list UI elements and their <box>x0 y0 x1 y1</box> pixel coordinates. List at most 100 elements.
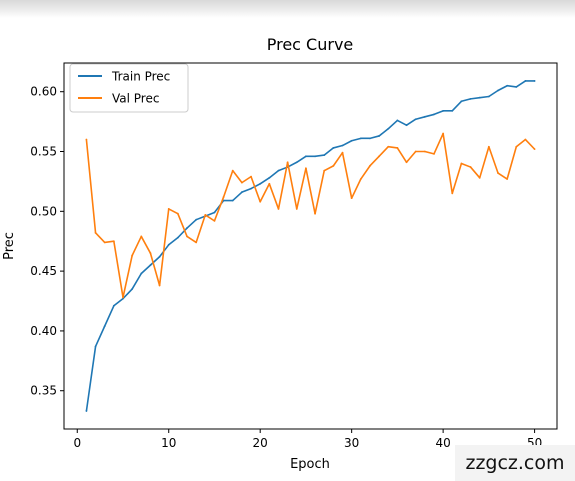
data-point-val-prec <box>314 212 316 215</box>
data-point-val-prec <box>396 147 399 149</box>
data-point-val-prec <box>250 175 252 178</box>
y-axis-label: Prec <box>2 232 17 260</box>
data-point-val-prec <box>231 169 234 172</box>
data-point-train-prec <box>167 243 170 246</box>
data-point-train-prec <box>259 182 262 185</box>
data-point-val-prec <box>442 132 445 135</box>
data-point-val-prec <box>378 155 380 158</box>
data-point-train-prec <box>112 304 115 307</box>
data-point-train-prec <box>149 264 152 267</box>
data-point-train-prec <box>332 147 335 149</box>
data-point-val-prec <box>515 145 518 148</box>
data-point-train-prec <box>515 86 518 88</box>
data-point-val-prec <box>524 138 527 141</box>
data-point-train-prec <box>213 211 216 214</box>
data-point-val-prec <box>176 212 179 215</box>
data-point-val-prec <box>195 241 198 244</box>
x-tick-label: 20 <box>253 436 268 450</box>
data-point-train-prec <box>387 127 390 130</box>
data-point-val-prec <box>533 148 536 151</box>
data-point-val-prec <box>433 153 435 155</box>
data-point-val-prec <box>213 219 216 222</box>
data-point-val-prec <box>167 208 170 210</box>
x-tick-label: 10 <box>161 436 176 450</box>
data-point-train-prec <box>250 187 252 190</box>
data-point-train-prec <box>94 345 97 348</box>
data-point-train-prec <box>241 191 243 194</box>
data-point-train-prec <box>341 144 344 147</box>
data-point-train-prec <box>396 119 399 122</box>
watermark-text: zzgcz.com <box>455 445 575 481</box>
data-point-val-prec <box>451 192 454 195</box>
x-tick-label: 0 <box>73 436 81 450</box>
data-point-train-prec <box>469 97 472 100</box>
data-point-val-prec <box>131 254 134 257</box>
data-point-train-prec <box>131 288 134 290</box>
data-point-val-prec <box>497 172 499 174</box>
data-point-train-prec <box>103 325 106 328</box>
data-point-val-prec <box>506 178 509 180</box>
y-tick-label: 0.35 <box>30 384 57 398</box>
data-point-val-prec <box>478 176 481 179</box>
data-point-train-prec <box>378 135 380 137</box>
data-point-val-prec <box>487 145 490 148</box>
data-point-train-prec <box>176 236 179 239</box>
data-point-val-prec <box>323 169 326 172</box>
data-point-val-prec <box>350 197 353 200</box>
data-point-val-prec <box>204 214 207 216</box>
y-tick-label: 0.55 <box>30 145 57 159</box>
data-point-val-prec <box>341 151 344 154</box>
data-point-val-prec <box>286 161 289 164</box>
plot-area <box>85 80 536 412</box>
data-point-val-prec <box>222 196 225 198</box>
data-point-val-prec <box>423 150 426 153</box>
data-point-val-prec <box>387 145 390 148</box>
data-point-val-prec <box>295 208 298 210</box>
data-point-val-prec <box>85 138 88 141</box>
data-point-train-prec <box>451 109 454 112</box>
data-point-train-prec <box>295 161 298 164</box>
chart-title: Prec Curve <box>267 35 354 54</box>
data-point-val-prec <box>332 164 335 167</box>
data-point-train-prec <box>478 96 481 99</box>
data-point-train-prec <box>524 80 527 82</box>
data-point-train-prec <box>350 139 353 142</box>
series-line-val-prec <box>85 132 536 299</box>
data-point-val-prec <box>122 296 124 299</box>
data-point-train-prec <box>277 169 280 172</box>
data-point-train-prec <box>497 89 499 92</box>
data-point-train-prec <box>506 84 509 87</box>
x-axis-label: Epoch <box>290 457 330 472</box>
data-point-train-prec <box>423 115 426 118</box>
data-point-train-prec <box>231 199 234 202</box>
axes-frame <box>63 62 558 430</box>
data-point-val-prec <box>268 182 271 185</box>
data-point-train-prec <box>533 80 536 82</box>
data-point-train-prec <box>140 272 143 275</box>
y-tick-label: 0.40 <box>30 324 57 338</box>
y-tick-label: 0.60 <box>30 85 57 99</box>
legend-label-val-prec: Val Prec <box>112 92 159 106</box>
data-point-train-prec <box>158 255 161 258</box>
y-axis-ticks: 0.35 0.40 0.45 0.50 0.55 0.60 <box>30 85 64 398</box>
data-point-val-prec <box>460 162 463 165</box>
data-point-val-prec <box>405 161 408 164</box>
data-point-train-prec <box>487 95 490 98</box>
legend-label-train-prec: Train Prec <box>111 70 170 84</box>
x-tick-label: 30 <box>344 436 359 450</box>
data-point-val-prec <box>149 252 152 255</box>
x-tick-label: 40 <box>435 436 450 450</box>
data-point-val-prec <box>112 240 115 243</box>
data-point-train-prec <box>186 227 188 229</box>
data-point-train-prec <box>314 155 316 158</box>
data-point-val-prec <box>103 241 106 244</box>
data-point-train-prec <box>85 410 88 412</box>
data-point-val-prec <box>186 235 188 238</box>
data-point-train-prec <box>268 176 271 179</box>
data-point-val-prec <box>369 164 371 167</box>
data-point-val-prec <box>140 235 143 238</box>
data-point-val-prec <box>241 181 243 184</box>
data-point-train-prec <box>442 109 445 112</box>
data-point-train-prec <box>323 154 326 157</box>
